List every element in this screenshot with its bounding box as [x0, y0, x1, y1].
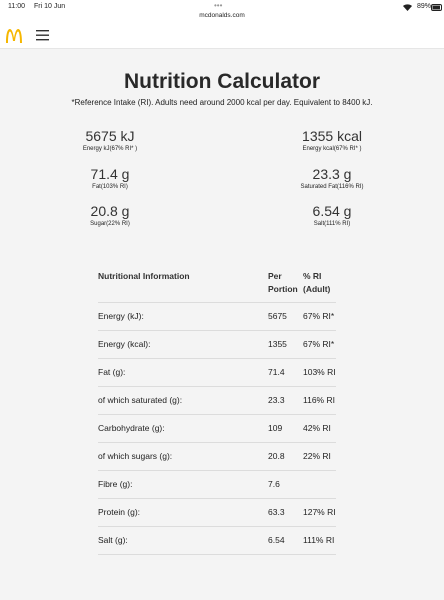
column-header: Per Portion [268, 271, 298, 294]
table-cell: 42% RI [303, 423, 331, 433]
dots: ••• [214, 1, 223, 10]
summary-value: 71.4 g [90, 166, 130, 182]
summary-label: Energy kJ(67% RI* ) [82, 146, 138, 152]
time: 11:00 [8, 3, 25, 10]
table-cell: 67% RI* [303, 339, 335, 349]
table-row: Protein (g): 63.3 127% RI [98, 499, 336, 527]
table-cell: Carbohydrate (g): [98, 423, 165, 433]
summary-label: Energy kcal(67% RI* ) [302, 146, 362, 152]
url[interactable]: mcdonalds.com [199, 12, 245, 19]
table-cell: Fat (g): [98, 367, 126, 377]
table-row: of which saturated (g): 23.3 116% RI [98, 387, 336, 415]
table-header: Nutritional Information Per Portion% RI (… [98, 270, 336, 303]
page-title: Nutrition Calculator [123, 70, 320, 93]
table-row: Energy (kJ): 5675 67% RI* [98, 303, 336, 331]
column-header: % RI (Adult) [303, 271, 331, 294]
intake-note: *Reference Intake (RI). Adults need arou… [71, 98, 373, 107]
table-cell: Fibre (g): [98, 479, 133, 489]
battery-icon [431, 4, 442, 11]
table-cell: Salt (g): [98, 535, 128, 545]
table-cell: Energy (kJ): [98, 311, 144, 321]
summary-label: Fat(103% RI) [92, 184, 128, 190]
summary-item: 5675 kJ Energy kJ(67% RI* ) [50, 128, 170, 152]
table-cell: of which saturated (g): [98, 395, 183, 405]
table-cell: 20.8 [268, 451, 285, 461]
table-cell: 116% RI [303, 395, 335, 405]
table-cell: Protein (g): [98, 507, 141, 517]
logo[interactable] [5, 28, 23, 43]
table-cell: of which sugars (g): [98, 451, 173, 461]
status-bar: 11:00 Fri 10 Jun ••• mcdonalds.com 89% [0, 0, 444, 24]
table-cell: 71.4 [268, 367, 285, 377]
column-header: Nutritional Information [98, 271, 190, 281]
nutrition-table: Nutritional Information Per Portion% RI (… [98, 270, 336, 555]
table-cell: 67% RI* [303, 311, 335, 321]
summary-item: 6.54 g Salt(111% RI) [272, 203, 392, 227]
summary-item: 23.3 g Saturated Fat(116% RI) [272, 166, 392, 190]
table-cell: 23.3 [268, 395, 285, 405]
table-cell: 103% RI [303, 367, 336, 377]
summary-item: 20.8 g Sugar(22% RI) [50, 203, 170, 227]
summary-value: 20.8 g [90, 203, 130, 219]
table-cell: 22% RI [303, 451, 331, 461]
table-row: Salt (g): 6.54 111% RI [98, 527, 336, 555]
summary-item: 1355 kcal Energy kcal(67% RI* ) [272, 128, 392, 152]
summary-value: 5675 kJ [85, 128, 135, 144]
battery: 89% [417, 3, 432, 10]
table-row: Fibre (g): 7.6 [98, 471, 336, 499]
table-cell: Energy (kcal): [98, 339, 151, 349]
table-row: Carbohydrate (g): 109 42% RI [98, 415, 336, 443]
table-cell: 111% RI [303, 535, 335, 545]
table-cell: 63.3 [268, 507, 285, 517]
table-cell [303, 478, 336, 491]
table-cell: 7.6 [268, 479, 280, 489]
summary-label: Salt(111% RI) [313, 221, 351, 227]
table-row: Fat (g): 71.4 103% RI [98, 359, 336, 387]
summary-value: 23.3 g [312, 166, 352, 182]
date: Fri 10 Jun [34, 3, 66, 10]
table-cell: 6.54 [268, 535, 285, 545]
summary-label: Saturated Fat(116% RI) [300, 184, 364, 190]
menu-button[interactable] [36, 29, 49, 41]
table-cell: 5675 [268, 311, 287, 321]
table-cell: 127% RI [303, 507, 336, 517]
table-row: of which sugars (g): 20.8 22% RI [98, 443, 336, 471]
summary-value: 6.54 g [312, 203, 352, 219]
summary-label: Sugar(22% RI) [90, 221, 130, 227]
wifi-icon [403, 4, 412, 11]
table-row: Energy (kcal): 1355 67% RI* [98, 331, 336, 359]
table-cell: 1355 [268, 339, 287, 349]
summary-value: 1355 kcal [302, 128, 362, 144]
table-cell: 109 [268, 423, 283, 433]
summary-item: 71.4 g Fat(103% RI) [50, 166, 170, 190]
nav-bar [0, 24, 444, 49]
